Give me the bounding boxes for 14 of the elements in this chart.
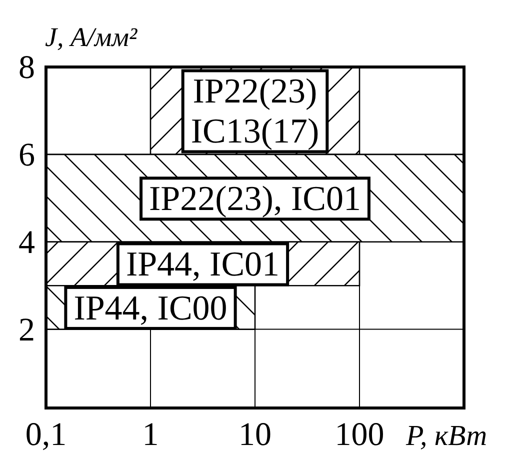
y-tick-label: 2 [18,312,35,348]
x-tick-label: 0,1 [25,417,67,453]
legend-label: IP44, IC00 [74,288,228,328]
y-tick-label: 6 [18,137,35,174]
legend-label: IP44, IC01 [126,244,280,284]
y-tick-label: 8 [18,50,35,86]
legend-label: IP22(23), IC01 [149,179,361,218]
x-tick-label: 100 [334,417,384,453]
y-axis-title: J, А/мм² [45,22,138,52]
y-tick-label: 4 [18,224,35,261]
legend-label: IP22(23) IC13(17) [190,72,320,151]
x-tick-label: 1 [142,417,159,453]
x-tick-label: 10 [238,417,272,453]
x-axis-title: P, кВт [405,420,488,452]
